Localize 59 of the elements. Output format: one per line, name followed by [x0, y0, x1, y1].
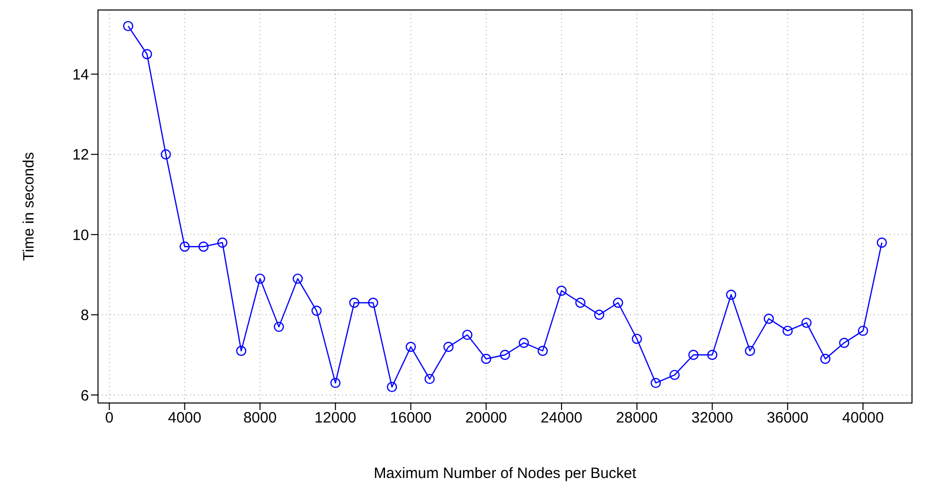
point	[726, 290, 736, 300]
point	[292, 274, 303, 284]
point	[462, 330, 472, 340]
point	[575, 298, 586, 308]
point	[349, 298, 360, 308]
point	[236, 346, 246, 356]
point	[707, 350, 718, 360]
x-tick-label: 16000	[390, 410, 432, 427]
point	[556, 286, 567, 296]
point	[782, 326, 793, 336]
point	[386, 382, 398, 392]
x-tick-label: 4000	[168, 410, 202, 427]
y-tick-label: 8	[80, 307, 89, 324]
x-tick-label: 32000	[691, 410, 734, 427]
x-tick-label: 36000	[766, 410, 808, 427]
point	[198, 242, 209, 252]
point	[820, 354, 830, 364]
point	[612, 298, 624, 308]
x-tick-label: 12000	[314, 410, 356, 427]
point	[500, 350, 510, 360]
point	[538, 346, 548, 356]
point	[424, 374, 435, 384]
point	[368, 298, 378, 308]
point	[518, 338, 529, 348]
point	[406, 342, 416, 352]
point	[274, 322, 284, 332]
point	[123, 20, 134, 32]
x-tick-label: 8000	[243, 410, 277, 427]
point	[744, 346, 756, 356]
point	[180, 242, 190, 252]
x-tick-label: 0	[105, 410, 114, 427]
point	[650, 378, 661, 388]
point	[839, 338, 850, 348]
x-axis-title: Maximum Number of Nodes per Bucket	[374, 465, 638, 482]
x-tick-label: 24000	[540, 410, 582, 427]
point	[330, 378, 341, 388]
y-tick-label: 12	[72, 146, 89, 164]
y-tick-label: 6	[80, 387, 89, 404]
point	[801, 318, 812, 328]
y-tick-label: 10	[72, 226, 89, 244]
x-tick-label: 40000	[842, 410, 884, 427]
point	[858, 326, 868, 336]
point	[594, 310, 604, 320]
point	[443, 342, 454, 352]
x-tick-label: 28000	[616, 410, 658, 427]
point	[632, 334, 642, 344]
point	[217, 237, 228, 248]
y-axis-title: Time in seconds	[20, 152, 38, 261]
point	[254, 274, 266, 284]
point	[876, 237, 887, 248]
point	[764, 314, 774, 324]
y-tick-label: 14	[72, 66, 89, 84]
point	[142, 49, 152, 60]
point	[688, 350, 699, 360]
point	[481, 354, 492, 364]
point	[669, 370, 680, 380]
x-tick-label: 20000	[465, 410, 508, 427]
point	[311, 306, 322, 316]
point	[160, 149, 171, 160]
